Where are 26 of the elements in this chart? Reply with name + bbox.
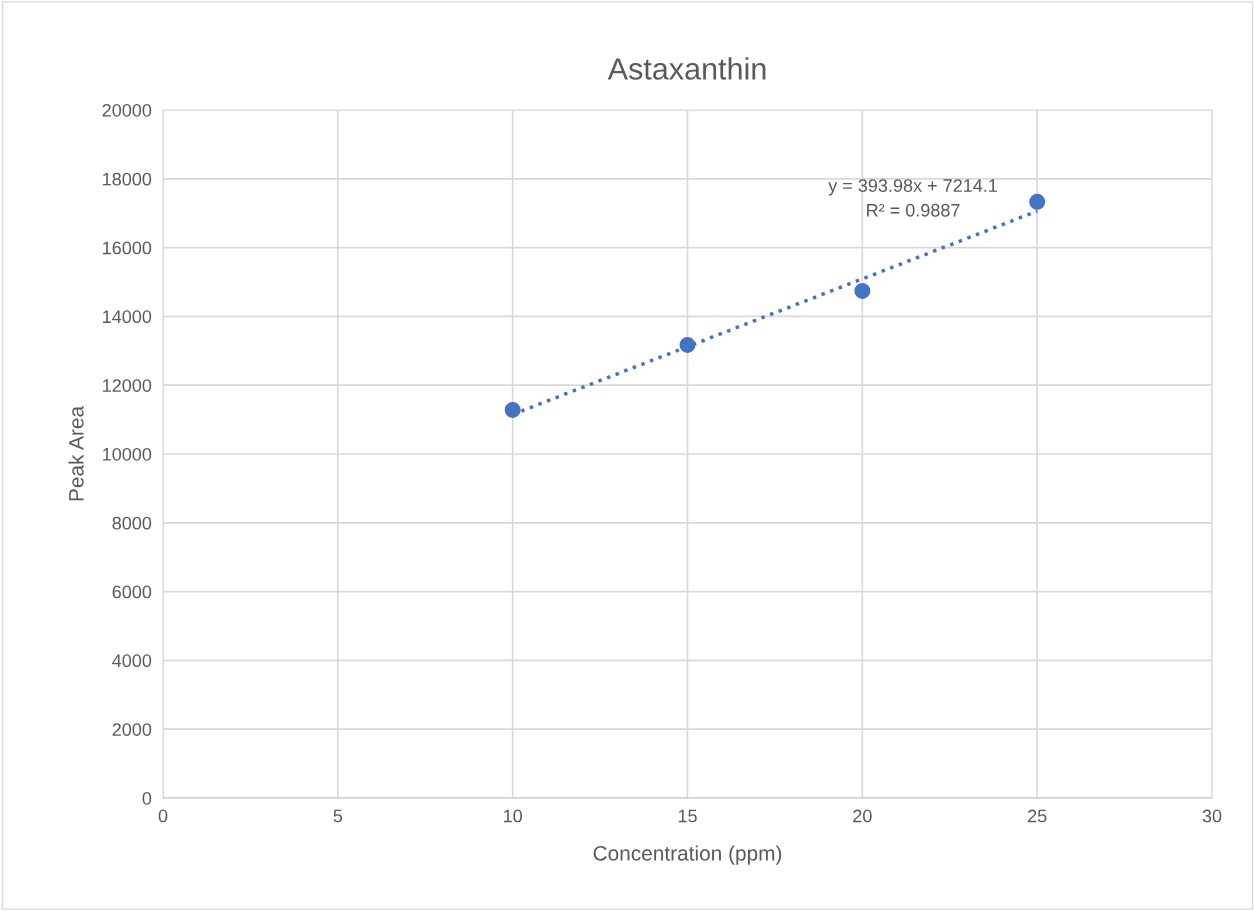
x-tick-label: 5 xyxy=(333,809,343,823)
y-tick-label: 12000 xyxy=(103,379,152,392)
point xyxy=(679,336,696,353)
x-tick-label: 10 xyxy=(504,809,522,823)
y-tick-label: 0 xyxy=(142,791,152,805)
x-tick-label: 30 xyxy=(1202,809,1222,823)
y-tick-label: 10000 xyxy=(103,447,152,461)
y-tick-label: 4000 xyxy=(112,654,152,668)
y-tick-label: 8000 xyxy=(112,516,152,530)
chart-title: Astaxanthin xyxy=(607,57,766,80)
point xyxy=(504,401,521,418)
x-tick-label: 25 xyxy=(1028,809,1047,823)
x-tick-label: 20 xyxy=(853,809,872,823)
annotation: y = 393.98x + 7214.1 R² = 0.9887 xyxy=(828,179,997,217)
y-tick-label: 16000 xyxy=(103,241,152,255)
y-tick-label: 6000 xyxy=(112,585,152,599)
point xyxy=(1029,193,1046,210)
x-axis-title: Concentration (ppm) xyxy=(593,845,782,865)
x-tick-label: 15 xyxy=(678,809,697,823)
y-tick-label: 20000 xyxy=(102,103,152,117)
y-tick-label: 14000 xyxy=(103,310,152,324)
x-tick-label: 0 xyxy=(158,809,168,823)
point xyxy=(854,282,871,299)
y-axis-title: Peak Area xyxy=(68,405,84,501)
y-tick-label: 18000 xyxy=(103,172,152,186)
y-tick-label: 2000 xyxy=(112,723,152,736)
